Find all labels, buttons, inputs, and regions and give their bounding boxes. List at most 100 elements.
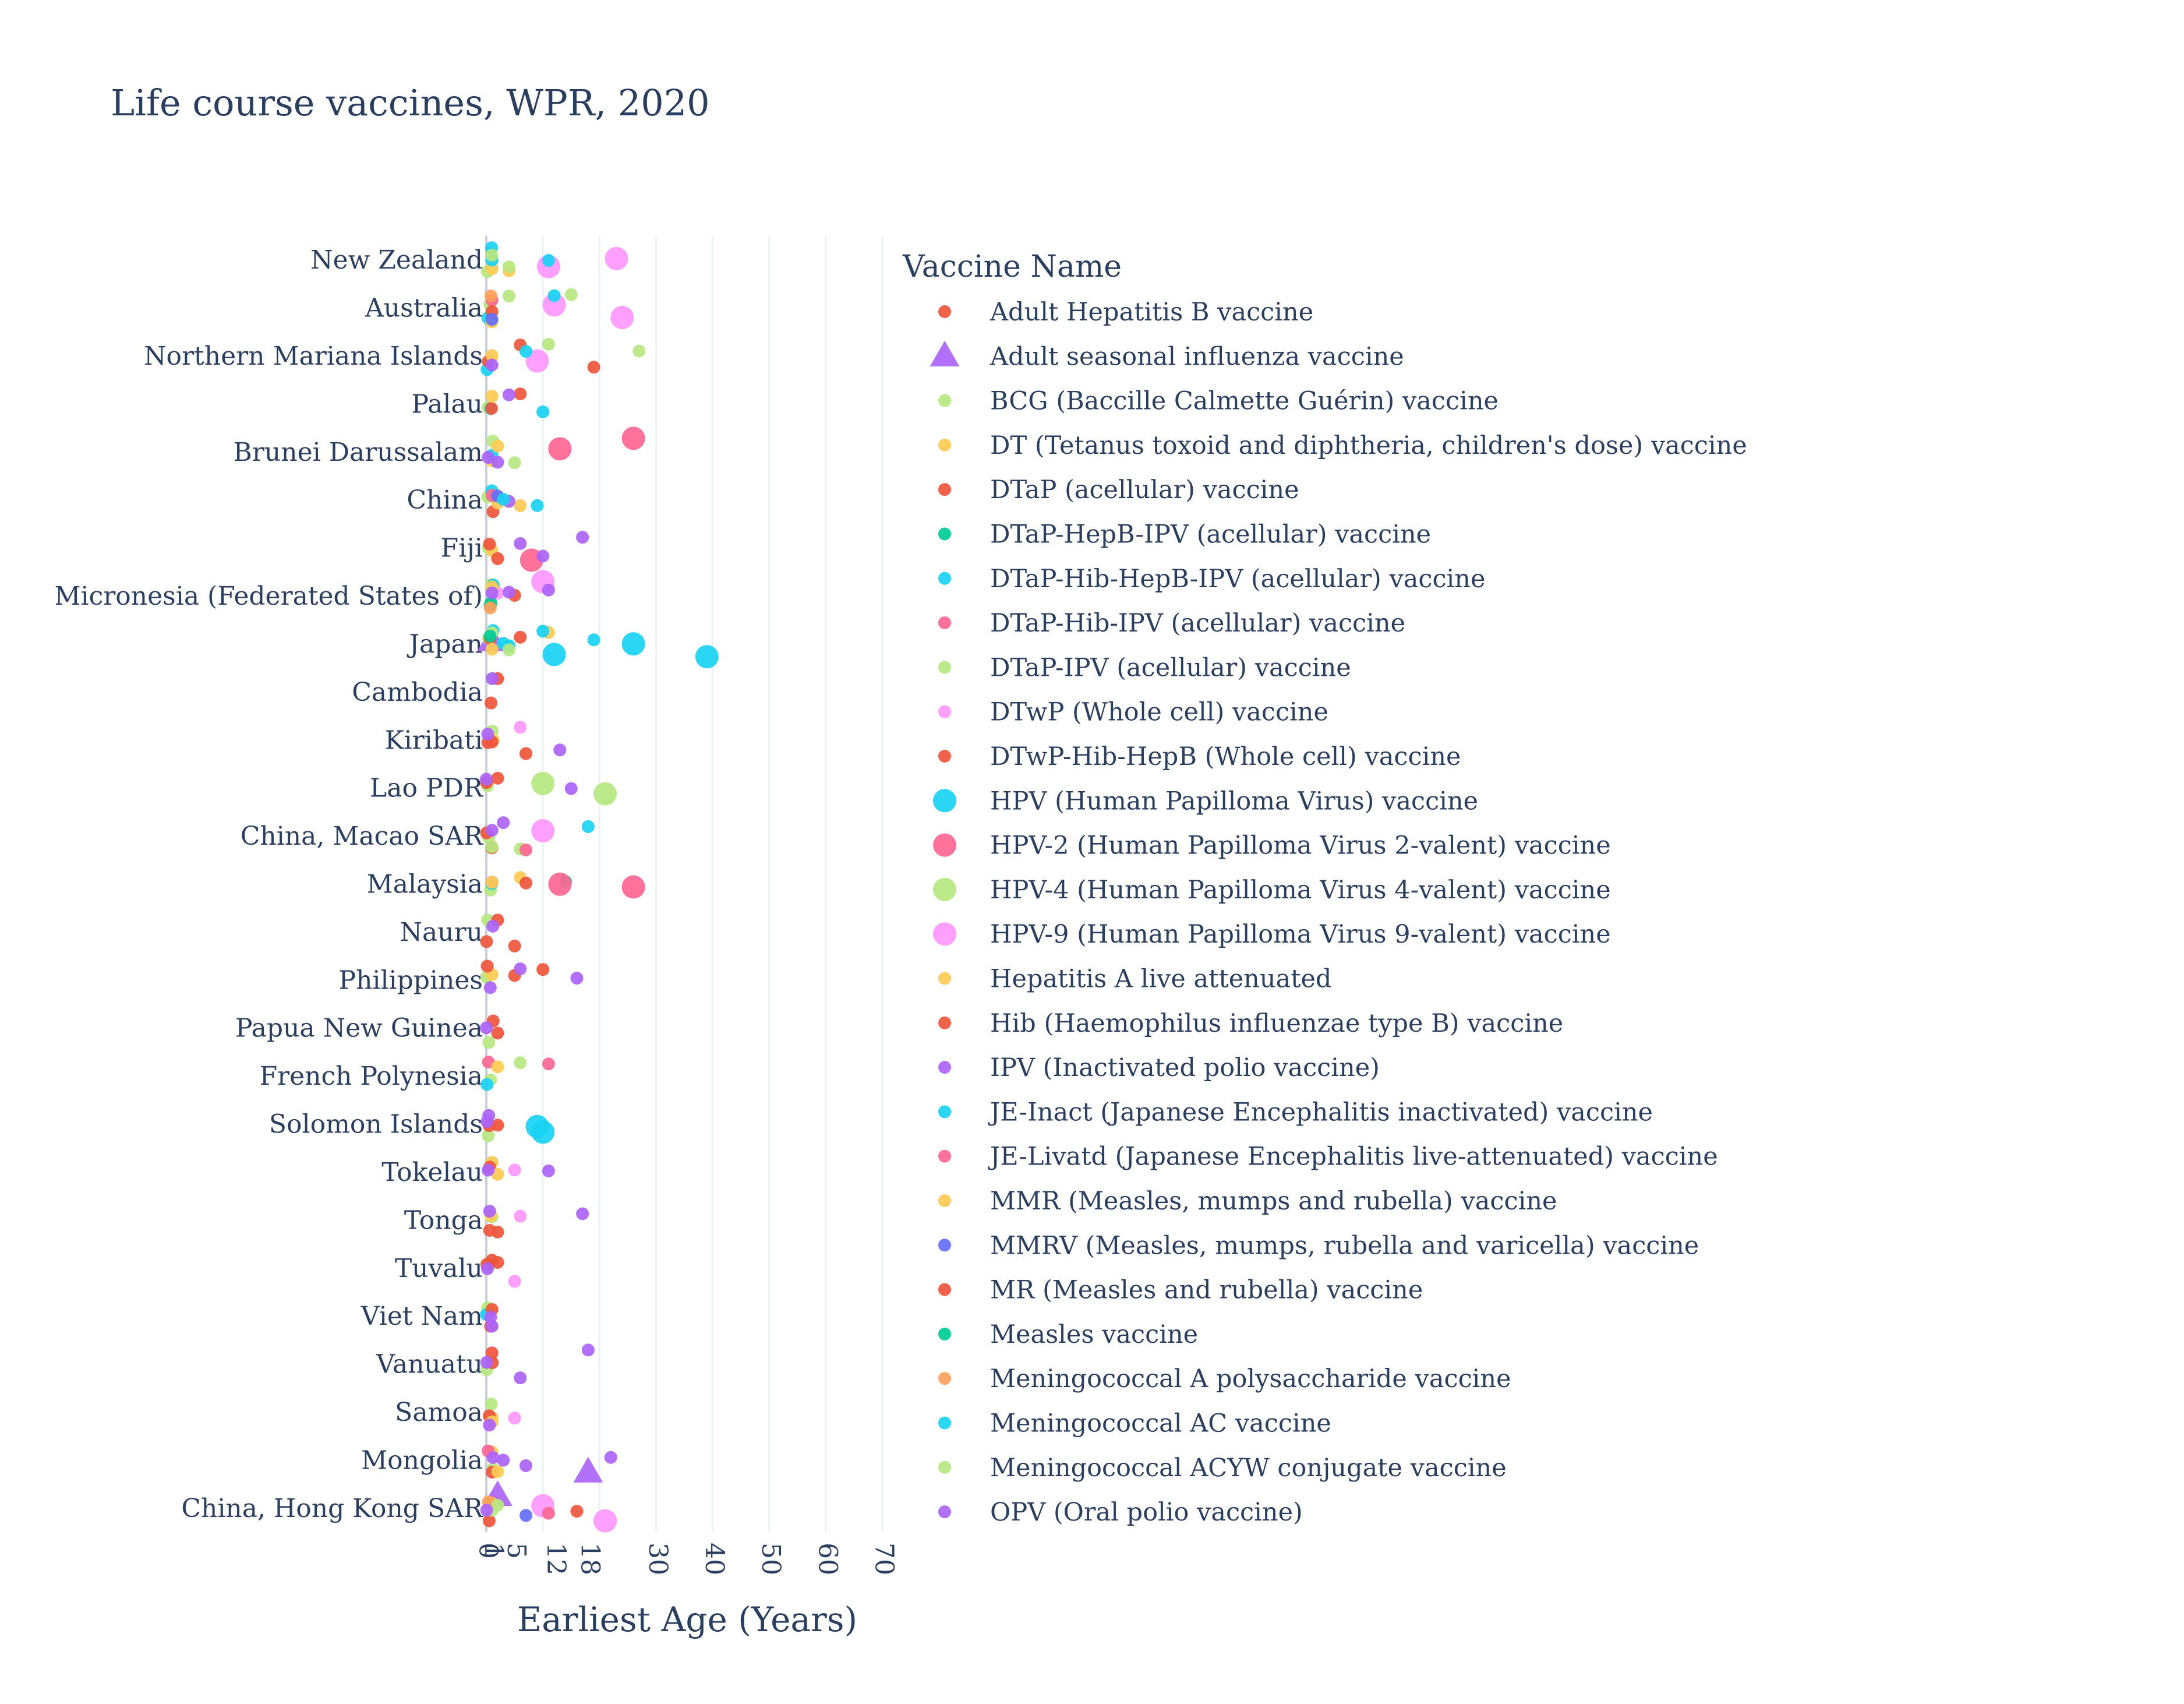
point-hib-haemophilus-influenzae-type-b-vaccine xyxy=(514,630,527,644)
legend-item-bcg-baccille-calmette-gu-rin-vaccine[interactable]: BCG (Baccille Calmette Guérin) vaccine xyxy=(938,387,1499,416)
point-ipv-inactivated-polio-vaccine xyxy=(570,972,584,985)
point-dtwp-whole-cell-vaccine xyxy=(514,1209,527,1223)
point-bcg-baccille-calmette-gu-rin-vaccine xyxy=(482,1129,495,1142)
legend-item-hpv-human-papilloma-virus-vaccine[interactable]: HPV (Human Papilloma Virus) vaccine xyxy=(933,786,1478,816)
point-ipv-inactivated-polio-vaccine xyxy=(514,962,527,976)
point-hib-haemophilus-influenzae-type-b-vaccine xyxy=(570,1505,584,1518)
point-ipv-inactivated-polio-vaccine xyxy=(514,1371,527,1385)
legend-item-adult-hepatitis-b-vaccine[interactable]: Adult Hepatitis B vaccine xyxy=(938,298,1313,327)
point-dtap-ipv-acellular-vaccine xyxy=(502,290,515,303)
y-tick-label: Northern Mariana Islands xyxy=(144,341,483,371)
point-ipv-inactivated-polio-vaccine xyxy=(491,456,504,469)
point-meningococcal-acyw-conjugate-vaccine xyxy=(564,288,578,301)
point-mr-measles-and-rubella-vaccine xyxy=(485,1346,499,1360)
point-mmr-measles-mumps-and-rubella-vaccine xyxy=(485,643,499,656)
legend-item-dtap-ipv-acellular-vaccine[interactable]: DTaP-IPV (acellular) vaccine xyxy=(938,653,1351,682)
point-meningococcal-ac-vaccine xyxy=(536,405,550,419)
legend-label: DTaP-Hib-IPV (acellular) vaccine xyxy=(990,609,1405,638)
point-bcg-baccille-calmette-gu-rin-vaccine xyxy=(485,1398,498,1411)
legend-label: Hepatitis A live attenuated xyxy=(990,965,1331,994)
legend-item-meningococcal-ac-vaccine[interactable]: Meningococcal AC vaccine xyxy=(938,1409,1331,1438)
x-tick-label: 70 xyxy=(870,1543,899,1575)
legend-label: DTaP-IPV (acellular) vaccine xyxy=(990,653,1351,682)
point-dtap-ipv-acellular-vaccine xyxy=(502,260,515,274)
point-hpv-2-human-papilloma-virus-2-valent-vaccine xyxy=(621,875,645,899)
point-opv-oral-polio-vaccine xyxy=(483,1419,496,1432)
legend-item-je-inact-japanese-encephalitis-inactivated-vaccine[interactable]: JE-Inact (Japanese Encephalitis inactiva… xyxy=(938,1098,1653,1127)
point-dtwp-whole-cell-vaccine xyxy=(508,1412,521,1425)
point-meningococcal-ac-vaccine xyxy=(547,289,561,302)
point-je-inact-japanese-encephalitis-inactivated-vaccine xyxy=(536,625,550,638)
legend-label: Adult seasonal influenza vaccine xyxy=(989,342,1404,371)
legend-marker xyxy=(930,340,960,366)
x-tick-label: 0 xyxy=(473,1543,503,1559)
legend-item-dtap-hib-hepb-ipv-acellular-vaccine[interactable]: DTaP-Hib-HepB-IPV (acellular) vaccine xyxy=(938,565,1485,594)
legend-item-dtap-hepb-ipv-acellular-vaccine[interactable]: DTaP-HepB-IPV (acellular) vaccine xyxy=(938,520,1431,549)
point-opv-oral-polio-vaccine xyxy=(486,919,500,933)
legend-item-adult-seasonal-influenza-vaccine[interactable]: Adult seasonal influenza vaccine xyxy=(930,340,1404,371)
legend-label: BCG (Baccille Calmette Guérin) vaccine xyxy=(990,387,1499,416)
y-tick-label: Malaysia xyxy=(367,870,483,899)
legend-item-ipv-inactivated-polio-vaccine[interactable]: IPV (Inactivated polio vaccine) xyxy=(938,1053,1380,1082)
legend-item-dtwp-whole-cell-vaccine[interactable]: DTwP (Whole cell) vaccine xyxy=(938,698,1328,727)
y-tick-label: Tuvalu xyxy=(395,1254,483,1283)
legend-item-mmr-measles-mumps-and-rubella-vaccine[interactable]: MMR (Measles, mumps and rubella) vaccine xyxy=(938,1187,1557,1216)
legend-marker xyxy=(938,1416,951,1430)
legend-label: DTaP-Hib-HepB-IPV (acellular) vaccine xyxy=(990,565,1485,594)
point-ipv-inactivated-polio-vaccine xyxy=(520,1459,532,1472)
legend-label: MR (Measles and rubella) vaccine xyxy=(990,1276,1423,1305)
legend-item-opv-oral-polio-vaccine[interactable]: OPV (Oral polio vaccine) xyxy=(938,1498,1303,1527)
point-mr-measles-and-rubella-vaccine xyxy=(491,1225,504,1239)
x-tick-label: 5 xyxy=(501,1543,531,1559)
point-mr-measles-and-rubella-vaccine xyxy=(491,1026,504,1040)
y-tick-label: Lao PDR xyxy=(370,774,484,803)
legend-item-hpv-2-human-papilloma-virus-2-valent-vaccine[interactable]: HPV-2 (Human Papilloma Virus 2-valent) v… xyxy=(933,831,1611,860)
point-ipv-inactivated-polio-vaccine xyxy=(604,1451,617,1464)
y-tick-label: Tokelau xyxy=(381,1158,483,1187)
x-tick-label: 40 xyxy=(699,1543,729,1575)
y-tick-label: Tonga xyxy=(404,1205,483,1235)
point-mmr-measles-mumps-and-rubella-vaccine xyxy=(485,876,499,889)
legend-item-measles-vaccine[interactable]: Measles vaccine xyxy=(938,1320,1198,1349)
y-tick-label: Nauru xyxy=(400,918,483,947)
legend-item-dt-tetanus-toxoid-and-diphtheria-children-s-dose-vaccine[interactable]: DT (Tetanus toxoid and diphtheria, child… xyxy=(938,431,1747,460)
legend-marker xyxy=(938,305,951,318)
legend-item-hib-haemophilus-influenzae-type-b-vaccine[interactable]: Hib (Haemophilus influenzae type B) vacc… xyxy=(938,1009,1563,1038)
point-adult-hepatitis-b-vaccine xyxy=(587,361,600,374)
legend-item-meningococcal-a-polysaccharide-vaccine[interactable]: Meningococcal A polysaccharide vaccine xyxy=(938,1364,1511,1393)
legend[interactable]: Vaccine Name Adult Hepatitis B vaccine Ad… xyxy=(902,249,1747,1527)
y-tick-label: China xyxy=(407,485,483,515)
point-dtwp-hib-hepb-whole-cell-vaccine xyxy=(485,401,498,415)
legend-marker xyxy=(938,1505,951,1519)
point-dtwp-whole-cell-vaccine xyxy=(508,1275,521,1288)
legend-item-dtwp-hib-hepb-whole-cell-vaccine[interactable]: DTwP-Hib-HepB (Whole cell) vaccine xyxy=(938,742,1461,771)
point-ipv-inactivated-polio-vaccine xyxy=(542,583,555,597)
point-hpv-human-papilloma-virus-vaccine xyxy=(621,632,645,656)
legend-marker xyxy=(938,972,951,985)
point-je-livatd-japanese-encephalitis-live-attenuated-vaccine xyxy=(542,1507,555,1520)
legend-label: DTaP-HepB-IPV (acellular) vaccine xyxy=(990,520,1431,549)
legend-item-dtap-acellular-vaccine[interactable]: DTaP (acellular) vaccine xyxy=(938,475,1299,505)
point-ipv-inactivated-polio-vaccine xyxy=(581,1343,595,1357)
data-points xyxy=(477,241,719,1533)
legend-item-hpv-4-human-papilloma-virus-4-valent-vaccine[interactable]: HPV-4 (Human Papilloma Virus 4-valent) v… xyxy=(933,876,1611,905)
point-meningococcal-acyw-conjugate-vaccine xyxy=(502,643,515,657)
point-meningococcal-acyw-conjugate-vaccine xyxy=(632,344,646,358)
legend-marker xyxy=(938,616,951,630)
legend-item-mr-measles-and-rubella-vaccine[interactable]: MR (Measles and rubella) vaccine xyxy=(938,1276,1423,1305)
legend-item-mmrv-measles-mumps-rubella-and-varicella-vaccine[interactable]: MMRV (Measles, mumps, rubella and varice… xyxy=(938,1231,1699,1260)
legend-title: Vaccine Name xyxy=(902,249,1122,284)
point-opv-oral-polio-vaccine xyxy=(486,672,499,685)
point-opv-oral-polio-vaccine xyxy=(483,1205,496,1218)
legend-item-hepatitis-a-live-attenuated[interactable]: Hepatitis A live attenuated xyxy=(938,965,1331,994)
legend-item-dtap-hib-ipv-acellular-vaccine[interactable]: DTaP-Hib-IPV (acellular) vaccine xyxy=(938,609,1405,638)
legend-marker xyxy=(938,1239,951,1252)
legend-marker xyxy=(933,789,956,813)
point-hpv-9-human-papilloma-virus-9-valent-vaccine xyxy=(593,1509,617,1533)
point-ipv-inactivated-polio-vaccine xyxy=(553,743,567,757)
legend-item-meningococcal-acyw-conjugate-vaccine[interactable]: Meningococcal ACYW conjugate vaccine xyxy=(938,1453,1507,1483)
legend-item-je-livatd-japanese-encephalitis-live-attenuated-vaccine[interactable]: JE-Livatd (Japanese Encephalitis live-at… xyxy=(938,1142,1718,1172)
legend-item-hpv-9-human-papilloma-virus-9-valent-vaccine[interactable]: HPV-9 (Human Papilloma Virus 9-valent) v… xyxy=(933,920,1611,949)
y-tick-label: Cambodia xyxy=(352,678,483,707)
